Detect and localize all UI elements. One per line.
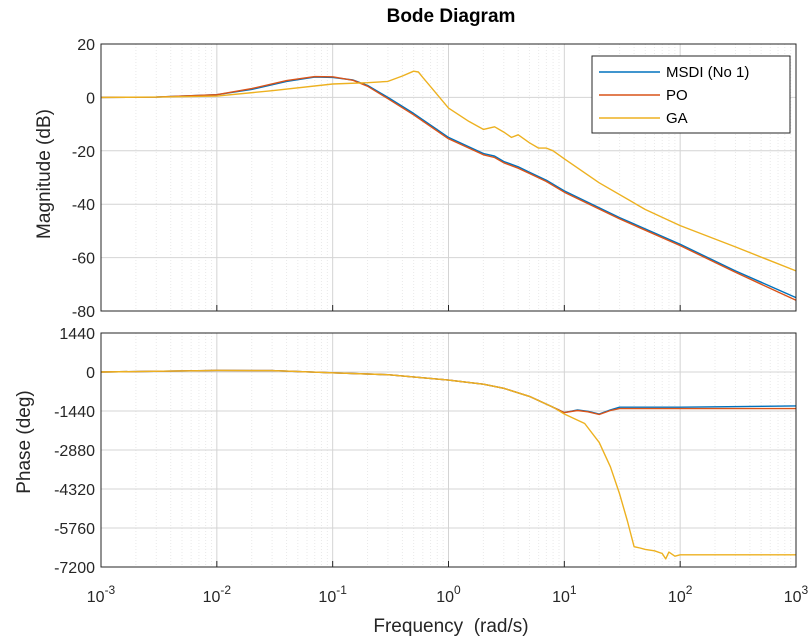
magnitude-y-tick-label: 20 [77, 37, 95, 54]
magnitude-y-tick-label: 0 [86, 90, 95, 107]
magnitude-axis-label: Magnitude (dB) [34, 109, 55, 239]
x-tick-label: 103 [784, 583, 809, 606]
x-tick-exponent: -1 [336, 583, 347, 597]
magnitude-series-msdi-no-1 [100, 76, 797, 299]
magnitude-y-tick-label: -60 [72, 251, 95, 268]
legend: MSDI (No 1) PO GA [591, 55, 791, 134]
phase-y-tick-label: 0 [86, 365, 95, 382]
x-tick-exponent: 0 [454, 583, 461, 597]
x-tick-exponent: 3 [802, 583, 809, 597]
legend-label: GA [666, 110, 688, 127]
x-tick-label: 101 [552, 583, 577, 606]
legend-label: PO [666, 87, 688, 104]
x-tick-label: 102 [668, 583, 693, 606]
x-tick-label: 10-2 [203, 583, 232, 606]
x-tick-label: 10-1 [318, 583, 347, 606]
chart-title: Bode Diagram [387, 6, 516, 27]
x-tick-label: 10-3 [87, 583, 116, 606]
x-axis-label: Frequency (rad/s) [373, 616, 528, 637]
phase-axes-frame [100, 332, 797, 568]
x-tick-exponent: -2 [220, 583, 231, 597]
phase-y-tick-label: -5760 [54, 521, 95, 538]
phase-y-tick-label: -1440 [54, 404, 95, 421]
x-tick-exponent: 2 [686, 583, 693, 597]
phase-y-tick-label: 1440 [59, 326, 95, 343]
magnitude-y-tick-label: -20 [72, 144, 95, 161]
legend-box [591, 55, 791, 134]
phase-y-tick-label: -4320 [54, 482, 95, 499]
magnitude-y-tick-label: -80 [72, 304, 95, 321]
x-tick-label: 100 [436, 583, 461, 606]
magnitude-y-tick-label: -40 [72, 197, 95, 214]
x-tick-exponent: -3 [105, 583, 116, 597]
phase-y-tick-label: -7200 [54, 560, 95, 577]
x-tick-labels: 10-3 10-2 10-1 100 101 102 103 [87, 583, 809, 606]
phase-panel: 1440 0 -1440 -2880 -4320 -5760 -7200 [54, 326, 797, 577]
legend-label: MSDI (No 1) [666, 64, 749, 81]
phase-y-tick-label: -2880 [54, 443, 95, 460]
x-tick-exponent: 1 [570, 583, 577, 597]
magnitude-axes-frame [100, 43, 797, 312]
phase-axis-label: Phase (deg) [14, 390, 35, 494]
magnitude-series-ga [100, 70, 797, 272]
phase-series-ga [100, 369, 796, 560]
magnitude-series-po [100, 75, 797, 301]
